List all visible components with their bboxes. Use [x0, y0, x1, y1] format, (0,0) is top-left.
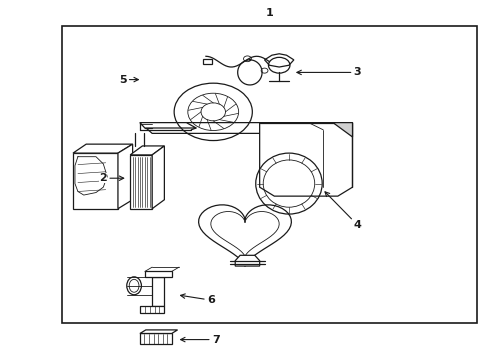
- Text: 3: 3: [297, 67, 361, 77]
- Polygon shape: [152, 146, 164, 209]
- Text: 1: 1: [266, 8, 273, 18]
- Text: 2: 2: [99, 173, 123, 183]
- Polygon shape: [152, 277, 164, 306]
- Polygon shape: [145, 271, 172, 277]
- Polygon shape: [140, 123, 152, 128]
- Polygon shape: [140, 306, 164, 313]
- Polygon shape: [73, 153, 118, 209]
- Polygon shape: [333, 123, 352, 137]
- Polygon shape: [140, 330, 177, 333]
- Text: 6: 6: [181, 294, 215, 305]
- Polygon shape: [130, 146, 164, 155]
- Polygon shape: [235, 255, 260, 266]
- Polygon shape: [260, 123, 352, 196]
- Text: 7: 7: [181, 334, 220, 345]
- Text: 4: 4: [325, 192, 361, 230]
- Polygon shape: [140, 123, 196, 128]
- Bar: [62, 26, 477, 323]
- Bar: [140, 333, 172, 344]
- Polygon shape: [118, 144, 133, 209]
- Polygon shape: [73, 144, 133, 153]
- Text: 5: 5: [119, 75, 138, 85]
- Bar: [203, 59, 212, 64]
- Polygon shape: [140, 123, 274, 134]
- Polygon shape: [265, 54, 294, 67]
- Polygon shape: [130, 155, 152, 209]
